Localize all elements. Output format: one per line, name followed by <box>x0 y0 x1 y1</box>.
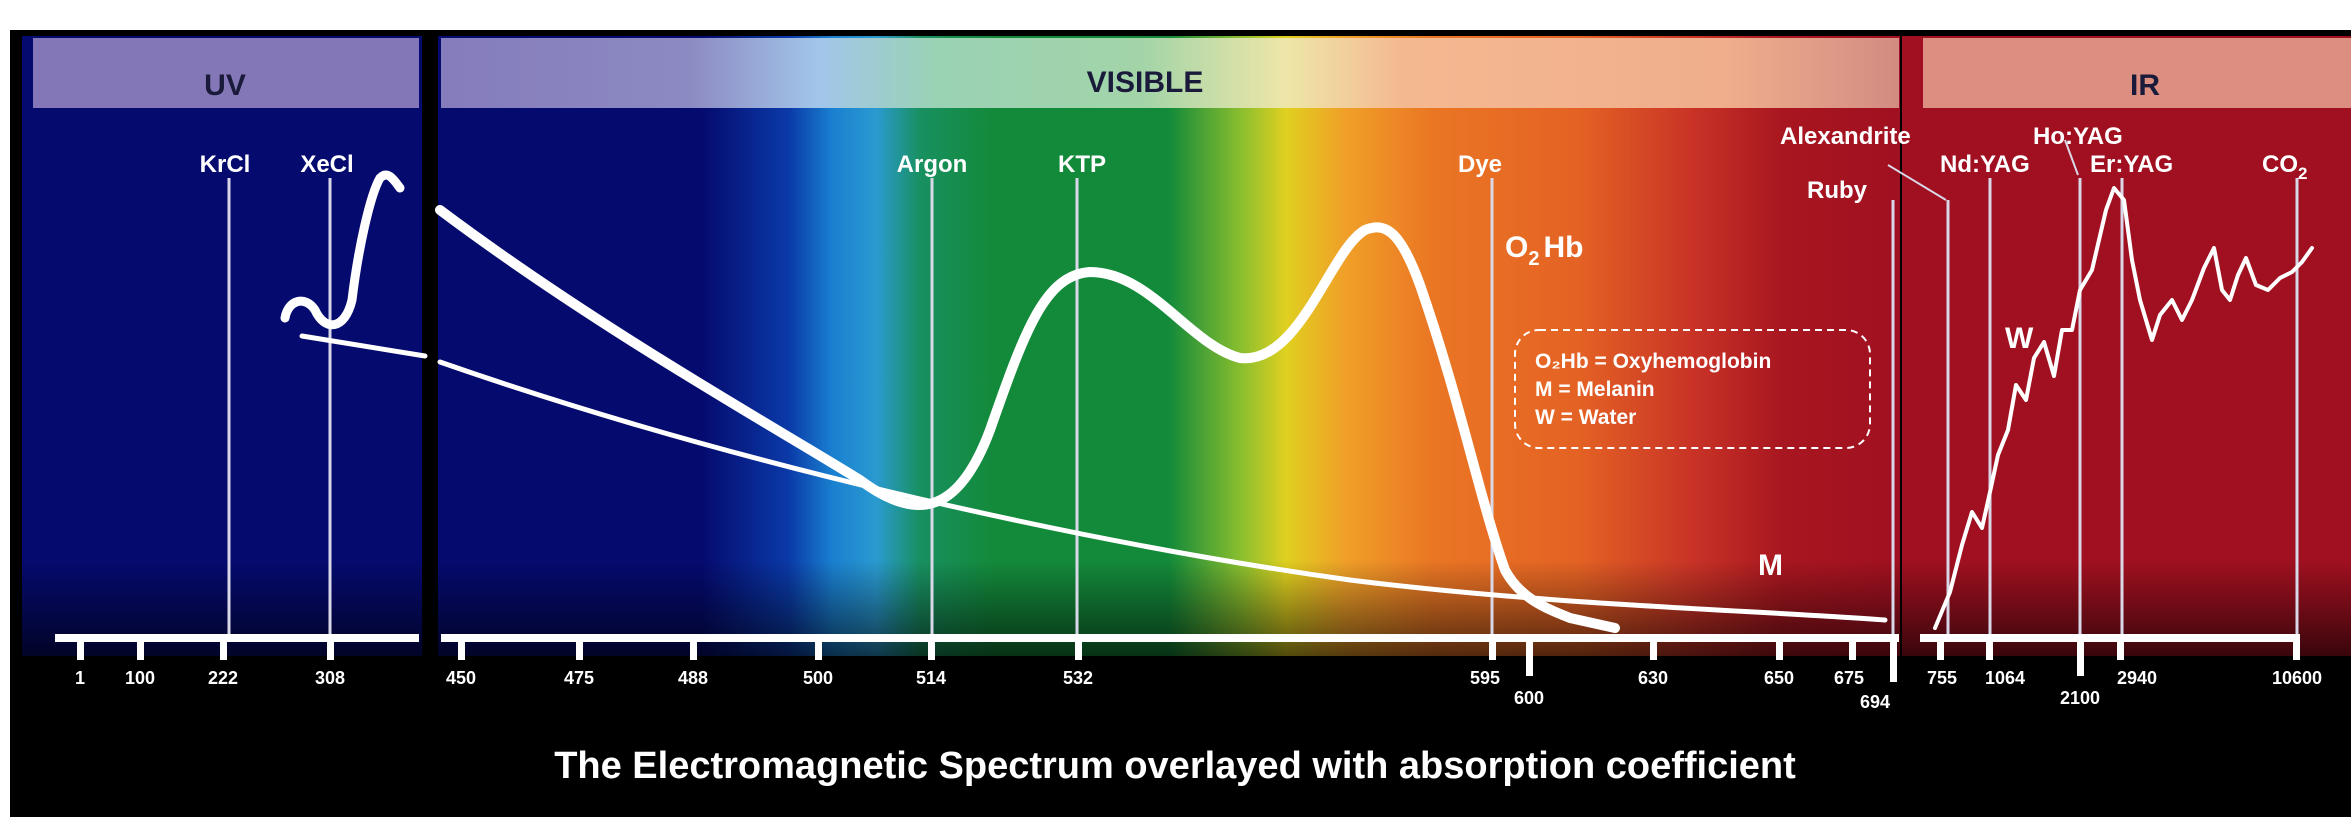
tick-label-450: 450 <box>446 668 476 688</box>
tick-450 <box>458 642 465 660</box>
legend-box <box>1514 329 1871 449</box>
xecl-label: XeCl <box>300 151 353 178</box>
ndyag-label: Nd:YAG <box>1940 151 2030 178</box>
ir-region <box>1902 36 2351 656</box>
ir-band-bar <box>1923 38 2351 108</box>
tick-label-630: 630 <box>1638 668 1668 688</box>
uv-axis <box>55 634 419 642</box>
visible-axis <box>441 634 1899 642</box>
tick-1064 <box>1986 642 1993 660</box>
tick-514 <box>928 642 935 660</box>
laser-lines <box>227 139 2299 640</box>
co2-subscript: 2 <box>2298 164 2307 183</box>
water-curve <box>1933 186 2314 630</box>
dye-label: Dye <box>1458 151 1502 178</box>
alexandrite-pointer <box>1887 164 1947 201</box>
tick-650 <box>1776 642 1783 660</box>
tick-labels: 1 100 222 308 450 475 488 500 514 532 59… <box>75 668 2322 712</box>
krcl-label: KrCl <box>200 151 251 178</box>
tick-label-1064: 1064 <box>1985 668 2025 688</box>
tick-label-694: 694 <box>1860 692 1890 712</box>
tick-label-475: 475 <box>564 668 594 688</box>
o2hb-o: O <box>1505 231 1528 264</box>
tick-label-755: 755 <box>1927 668 1957 688</box>
co2-label: CO2 <box>2262 151 2307 183</box>
visible-band-bar <box>441 38 1899 108</box>
caption-strip <box>10 700 2351 817</box>
uv-band-bar <box>33 38 419 108</box>
tick-label-1: 1 <box>75 668 85 688</box>
tick-label-600: 600 <box>1514 688 1544 708</box>
tick-630 <box>1650 642 1657 660</box>
melanin-curve <box>299 333 1888 623</box>
o2hb-curve-label: O2 Hb <box>1505 231 1583 270</box>
tick-marks <box>77 634 2300 682</box>
tick-label-500: 500 <box>803 668 833 688</box>
uv-band-label: UV <box>204 69 246 102</box>
tick-595 <box>1489 642 1496 660</box>
tick-label-650: 650 <box>1764 668 1794 688</box>
alexandrite-label: Alexandrite <box>1780 123 1911 150</box>
visible-band-label: VISIBLE <box>1087 66 1204 99</box>
eryag-label: Er:YAG <box>2090 151 2173 178</box>
tick-2940 <box>2117 642 2124 660</box>
tick-100 <box>137 642 144 660</box>
tick-532 <box>1075 642 1082 660</box>
diagram-caption: The Electromagnetic Spectrum overlayed w… <box>554 745 1796 787</box>
absorption-curves <box>280 170 2314 633</box>
tick-500 <box>815 642 822 660</box>
tick-222 <box>220 642 227 660</box>
tick-label-222: 222 <box>208 668 238 688</box>
laser-labels: KrCl XeCl Argon KTP Dye Alexandrite Ruby… <box>200 123 2308 204</box>
ir-axis <box>1920 634 2300 642</box>
tick-label-2100: 2100 <box>2060 688 2100 708</box>
tick-label-488: 488 <box>678 668 708 688</box>
o2hb-subscript: 2 <box>1528 248 1539 270</box>
tick-label-532: 532 <box>1063 668 1093 688</box>
tick-1 <box>77 642 84 660</box>
o2hb-uv-curve <box>280 170 405 330</box>
tick-308 <box>327 642 334 660</box>
tick-label-2940: 2940 <box>2117 668 2157 688</box>
ruby-label: Ruby <box>1807 177 1868 204</box>
melanin-curve-label: M <box>1758 549 1783 582</box>
legend-line-melanin: M = Melanin <box>1535 378 1655 401</box>
ir-band-label: IR <box>2130 69 2160 102</box>
tick-2100 <box>2077 642 2084 676</box>
tick-label-100: 100 <box>125 668 155 688</box>
tick-488 <box>690 642 697 660</box>
o2hb-visible-curve <box>435 205 1620 633</box>
wavelength-axes <box>55 634 2300 642</box>
hoyag-label: Ho:YAG <box>2033 123 2123 150</box>
argon-label: Argon <box>897 151 968 178</box>
tick-600 <box>1526 642 1533 676</box>
tick-10600 <box>2293 642 2300 660</box>
legend-line-water: W = Water <box>1535 406 1636 429</box>
legend-line-oxyhemoglobin: O₂Hb = Oxyhemoglobin <box>1535 350 1771 373</box>
tick-755 <box>1937 642 1944 660</box>
tick-694 <box>1890 634 1897 682</box>
legend: O₂Hb = Oxyhemoglobin M = Melanin W = Wat… <box>1514 329 1871 449</box>
co2-main: CO <box>2262 151 2298 178</box>
tick-label-308: 308 <box>315 668 345 688</box>
ktp-label: KTP <box>1058 151 1106 178</box>
tick-label-514: 514 <box>916 668 946 688</box>
o2hb-hb: Hb <box>1543 231 1583 264</box>
tick-475 <box>576 642 583 660</box>
tick-label-675: 675 <box>1834 668 1864 688</box>
tick-label-595: 595 <box>1470 668 1500 688</box>
water-curve-label: W <box>2005 322 2034 355</box>
tick-label-10600: 10600 <box>2272 668 2322 688</box>
hoyag-pointer <box>2064 139 2079 176</box>
tick-675 <box>1849 642 1856 660</box>
